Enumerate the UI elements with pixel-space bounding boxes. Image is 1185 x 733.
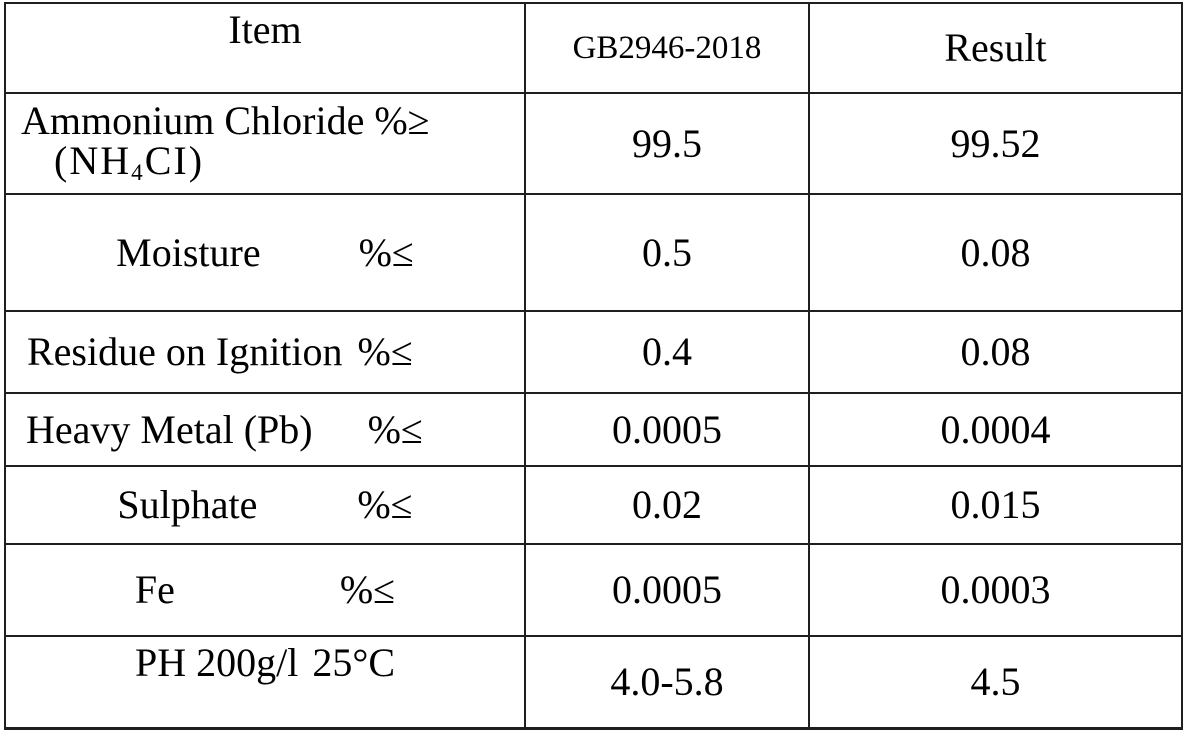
standard-header-label: GB2946-2018 bbox=[572, 29, 762, 66]
standard-cell: 0.4 bbox=[524, 310, 810, 394]
result-cell: 0.0003 bbox=[808, 543, 1183, 637]
item-limit-symbol: %≤ bbox=[357, 329, 413, 374]
item-condition: 25°C bbox=[312, 640, 396, 685]
standard-cell: 0.02 bbox=[524, 465, 810, 545]
item-limit-symbol: %≤ bbox=[339, 567, 396, 612]
table-row-heavy-metal: Heavy Metal (Pb) %≤ 0.0005 0.0004 bbox=[4, 392, 1183, 467]
standard-column-header: GB2946-2018 bbox=[524, 2, 810, 94]
header-row: Item GB2946-2018 Result bbox=[4, 2, 1183, 94]
table-row-fe: Fe %≤ 0.0005 0.0003 bbox=[4, 543, 1183, 637]
item-label: PH 200g/l bbox=[134, 640, 299, 685]
result-header-label: Result bbox=[944, 25, 1047, 70]
standard-cell: 0.5 bbox=[524, 193, 810, 312]
item-label: Moisture bbox=[116, 229, 261, 275]
item-column-header: Item bbox=[4, 2, 526, 94]
specification-table: Item GB2946-2018 Result Ammonium Chlorid… bbox=[4, 2, 1183, 730]
result-cell: 0.08 bbox=[808, 193, 1183, 312]
item-label: Fe bbox=[134, 567, 175, 612]
formula-subscript: 4 bbox=[131, 160, 145, 187]
result-cell: 0.0004 bbox=[808, 392, 1183, 467]
item-cell: Moisture %≤ bbox=[4, 193, 526, 312]
item-cell: Ammonium Chloride %≥ (NH4CI) bbox=[4, 92, 526, 195]
item-cell: Fe %≤ bbox=[4, 543, 526, 637]
result-cell: 99.52 bbox=[808, 92, 1183, 195]
item-label: Sulphate bbox=[117, 482, 258, 527]
result-cell: 0.015 bbox=[808, 465, 1183, 545]
standard-cell: 0.0005 bbox=[524, 392, 810, 467]
result-cell: 0.08 bbox=[808, 310, 1183, 394]
item-cell: Residue on Ignition %≤ bbox=[4, 310, 526, 394]
item-label: Heavy Metal (Pb) bbox=[26, 406, 313, 452]
table-row-ammonium-chloride: Ammonium Chloride %≥ (NH4CI) 99.5 99.52 bbox=[4, 92, 1183, 195]
standard-cell: 4.0-5.8 bbox=[524, 635, 810, 729]
table-row-moisture: Moisture %≤ 0.5 0.08 bbox=[4, 193, 1183, 312]
item-cell: Heavy Metal (Pb) %≤ bbox=[4, 392, 526, 467]
table-row-ph: PH 200g/l 25°C 4.0-5.8 4.5 bbox=[4, 635, 1183, 729]
item-cell: Sulphate %≤ bbox=[4, 465, 526, 545]
result-cell: 4.5 bbox=[808, 635, 1183, 729]
item-limit-symbol: %≤ bbox=[357, 482, 413, 527]
table-row-sulphate: Sulphate %≤ 0.02 0.015 bbox=[4, 465, 1183, 545]
chemical-formula: (NH4CI) bbox=[54, 138, 205, 187]
item-limit-symbol: %≤ bbox=[367, 406, 423, 452]
standard-cell: 0.0005 bbox=[524, 543, 810, 637]
item-cell: PH 200g/l 25°C bbox=[4, 635, 526, 729]
item-label: Ammonium Chloride %≥ bbox=[21, 98, 430, 144]
item-label: Residue on Ignition bbox=[27, 329, 343, 374]
item-header-label: Item bbox=[228, 7, 302, 52]
result-column-header: Result bbox=[808, 2, 1183, 94]
standard-cell: 99.5 bbox=[524, 92, 810, 195]
item-limit-symbol: %≤ bbox=[358, 229, 414, 275]
table-row-residue-on-ignition: Residue on Ignition %≤ 0.4 0.08 bbox=[4, 310, 1183, 394]
